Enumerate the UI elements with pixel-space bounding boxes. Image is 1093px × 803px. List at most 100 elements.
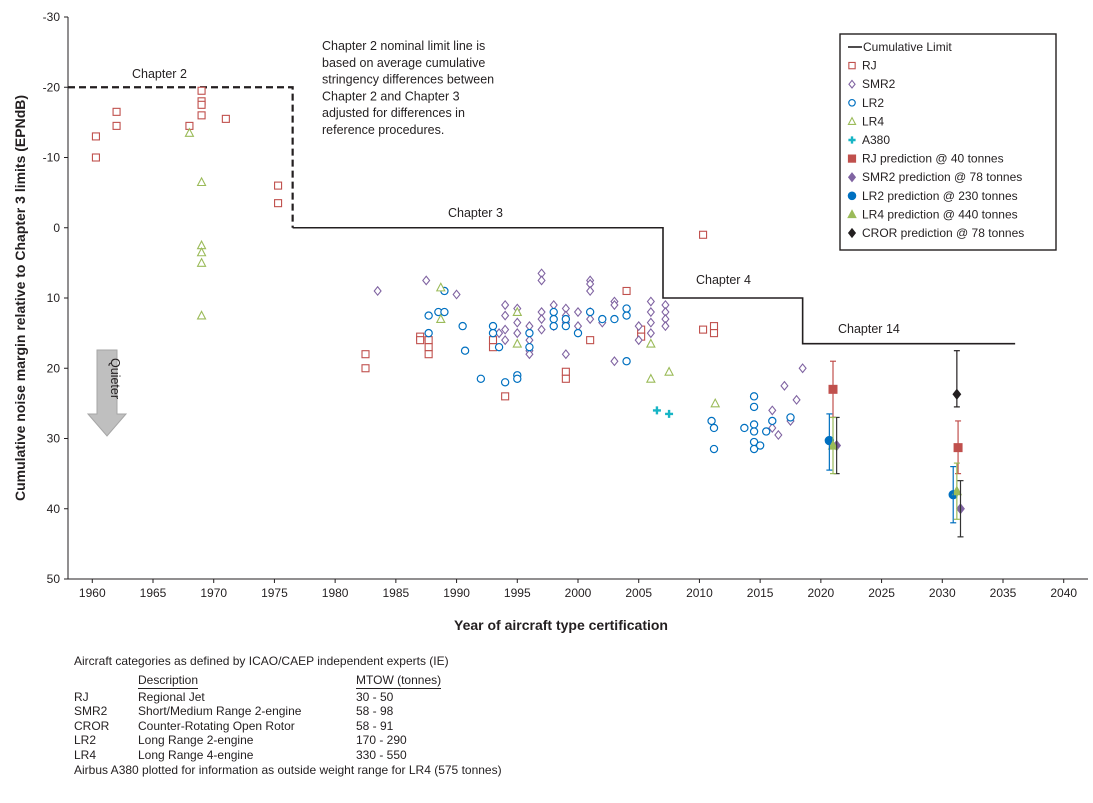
point-lr2 xyxy=(786,413,795,422)
y-tick-label: -20 xyxy=(43,80,61,94)
error-bars xyxy=(826,350,964,538)
point-smr2 xyxy=(646,317,655,328)
legend-label: Cumulative Limit xyxy=(863,40,952,54)
point-lr2 xyxy=(488,328,498,338)
point-rj xyxy=(699,325,708,334)
quieter-label: Quieter xyxy=(108,358,122,399)
x-tick-label: 2010 xyxy=(686,586,713,600)
point-smr2 xyxy=(610,356,619,367)
point-rj xyxy=(361,364,370,373)
legend-swatch-lr4 xyxy=(847,116,857,126)
point-smr2 xyxy=(586,285,595,297)
legend-swatch-lr2-prediction-230-tonnes xyxy=(847,191,857,201)
point-lr2 xyxy=(440,307,449,317)
point-lr2 xyxy=(709,423,719,433)
x-tick-label: 2005 xyxy=(625,586,652,600)
row-description: Short/Medium Range 2-engine xyxy=(138,704,302,718)
point-rj xyxy=(91,132,100,141)
legend-label: A380 xyxy=(862,133,890,147)
row-mtow: 58 - 98 xyxy=(356,704,394,718)
point-lr2 xyxy=(749,392,759,401)
legend-label: RJ xyxy=(862,59,877,73)
point-lr2 xyxy=(476,374,486,383)
point-smr2 xyxy=(768,405,777,416)
point-smr2 xyxy=(513,328,522,339)
point-lr2 xyxy=(768,416,777,426)
point-lr4 xyxy=(435,313,446,324)
row-description: Counter-Rotating Open Rotor xyxy=(138,718,295,733)
point-rj xyxy=(274,181,283,190)
header-mtow: MTOW (tonnes) xyxy=(356,673,442,689)
table-row: LR4 Long Range 4-engine 330 - 550 xyxy=(74,748,441,763)
table-row: LR2 Long Range 2-engine 170 - 290 xyxy=(74,733,441,748)
legend-swatch-a380 xyxy=(848,136,856,144)
y-tick-label: 50 xyxy=(47,572,61,586)
point-smr2 xyxy=(537,275,546,286)
point-lr2 xyxy=(622,357,631,366)
point-lr2 xyxy=(460,346,470,355)
point-lr2 xyxy=(598,314,607,324)
point-lr2 xyxy=(622,311,631,320)
legend-swatch-cror-prediction-78-tonnes xyxy=(847,227,857,239)
point-rj xyxy=(699,230,708,239)
chapter3-label: Chapter 3 xyxy=(448,206,503,220)
point-rj xyxy=(221,114,230,123)
point-smr2 xyxy=(634,335,643,346)
point-smr2 xyxy=(768,422,777,434)
legend-swatch-rj xyxy=(848,61,856,70)
point-rj xyxy=(561,374,570,383)
point-smr2 xyxy=(501,299,510,311)
point-rj xyxy=(586,336,595,345)
x-tick-label: 1990 xyxy=(443,586,470,600)
y-tick-label: 20 xyxy=(47,361,61,375)
row-mtow: 58 - 91 xyxy=(356,718,394,733)
table-row: SMR2 Short/Medium Range 2-engine 58 - 98 xyxy=(74,704,441,719)
row-abbr: RJ xyxy=(74,689,89,704)
row-abbr: LR4 xyxy=(74,747,97,762)
point-smr2 xyxy=(646,306,655,318)
point-lr2 xyxy=(709,444,719,454)
point-smr2 xyxy=(537,324,546,335)
point-lr2 xyxy=(488,321,498,331)
point-smr2 xyxy=(422,275,431,286)
legend-label: LR4 xyxy=(862,114,884,128)
chapter2-limit-line xyxy=(68,86,294,228)
y-tick-label: 0 xyxy=(53,221,60,235)
point-lr2 xyxy=(549,307,558,317)
point-rj xyxy=(274,199,283,208)
point-rj xyxy=(709,322,719,331)
chapter2-note-line: stringency differences between xyxy=(322,73,494,87)
point-lr2 xyxy=(513,374,522,383)
x-tick-label: 2025 xyxy=(868,586,895,600)
point-lr2 xyxy=(755,441,765,450)
point-rj xyxy=(424,350,433,359)
legend-frame xyxy=(839,33,1057,251)
point-rj xyxy=(424,343,433,352)
point-smr2 xyxy=(774,429,783,441)
x-tick-label: 1975 xyxy=(261,586,288,600)
legend-swatch-smr2-prediction-78-tonnes xyxy=(847,172,857,183)
table-row: RJ Regional Jet 30 - 50 xyxy=(74,690,441,705)
point-smr2 xyxy=(798,363,807,374)
point-smr2 xyxy=(501,310,510,321)
quieter-arrow-shape xyxy=(86,349,128,437)
point-lr2 xyxy=(549,321,558,331)
point-lr2 xyxy=(525,342,534,352)
point-rj xyxy=(361,350,370,359)
point-rj xyxy=(501,392,510,401)
legend-swatch-smr2 xyxy=(848,79,856,89)
point-lr4 xyxy=(645,338,656,348)
x-tick-label: 2035 xyxy=(990,586,1017,600)
point-lr4 xyxy=(512,338,523,348)
point-smr2 xyxy=(537,314,546,325)
point-lr4 xyxy=(512,306,523,317)
point-rj xyxy=(424,336,433,345)
point-lr2 xyxy=(561,321,571,331)
point-lr4 xyxy=(710,397,721,408)
point-rj xyxy=(91,153,100,162)
y-tick-label: -10 xyxy=(43,151,61,165)
row-mtow: 30 - 50 xyxy=(356,689,394,704)
point-lr2 xyxy=(749,427,759,436)
